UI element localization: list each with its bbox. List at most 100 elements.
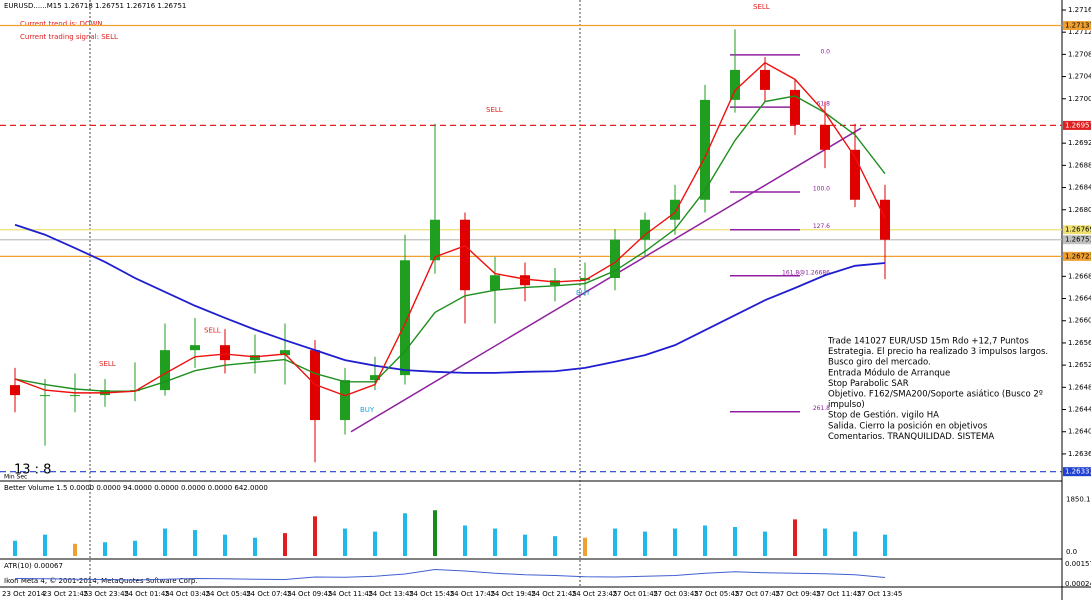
candle-body (520, 275, 530, 286)
fib-label: 261.8 (813, 405, 830, 412)
x-tick-label: 24 Oct 07:45 (246, 590, 292, 598)
note-line: Busco giro del mercado. (828, 358, 931, 368)
candle-body (370, 375, 380, 381)
moving-average (14, 95, 886, 392)
candle-body (820, 124, 830, 150)
note-line: Estrategia. El precio ha realizado 3 imp… (828, 347, 1048, 357)
volume-bar (703, 525, 707, 556)
volume-bar (463, 525, 467, 556)
candle-body (280, 350, 290, 356)
x-tick-label: 27 Oct 05:45 (694, 590, 740, 598)
price-level-box (1063, 251, 1091, 261)
price-level-label: 1.26751 (1065, 236, 1091, 244)
volume-bar (523, 534, 527, 556)
x-tick-label: 27 Oct 01:45 (613, 590, 659, 598)
candle-body (190, 345, 200, 351)
y-tick-label: 1.26485 (1068, 383, 1091, 391)
note-line: Stop de Gestión. vigilo HA (828, 410, 939, 421)
candle-body (340, 380, 350, 421)
price-level-box (1063, 467, 1091, 477)
x-tick-label: 24 Oct 19:45 (490, 590, 536, 598)
candle-body (880, 199, 890, 240)
volume-bar (823, 528, 827, 556)
volume-bar (493, 528, 497, 556)
candle-body (430, 219, 440, 261)
note-line: Objetivo. F162/SMA200/Soporte asiático (… (828, 390, 1043, 400)
volume-bar (793, 519, 797, 556)
signal-label: BUY (360, 406, 375, 414)
volume-bar (133, 540, 137, 556)
volume-bar (613, 528, 617, 556)
y-tick-label: 0.00024 (1065, 580, 1091, 588)
volume-bar (733, 527, 737, 556)
candle-body (220, 345, 230, 361)
volume-bar (643, 531, 647, 556)
candle-body (550, 280, 560, 286)
countdown: 13 : 8 (14, 463, 51, 478)
candle-body (640, 219, 650, 240)
y-tick-label: 1.26885 (1068, 161, 1091, 169)
x-tick-label: 24 Oct 15:45 (409, 590, 455, 598)
volume-bar (253, 537, 257, 556)
x-tick-label: 27 Oct 03:45 (653, 590, 699, 598)
signal-label: BUY (576, 289, 591, 297)
volume-title: Better Volume 1.5 0.0000 0.0000 94.0000 … (4, 484, 268, 492)
candle-body (160, 350, 170, 391)
y-tick-label: 1.26605 (1068, 317, 1091, 325)
x-tick-label: 24 Oct 01:45 (124, 590, 170, 598)
volume-bar (313, 516, 317, 556)
y-tick-label: 1.26805 (1068, 206, 1091, 214)
volume-bar (883, 534, 887, 556)
note-line: impulso) (828, 400, 865, 410)
volume-bar (73, 543, 77, 556)
candle-body (790, 89, 800, 125)
y-tick-label: 1850.1 (1066, 496, 1091, 504)
price-level-label: 1.27137 (1065, 22, 1091, 30)
x-tick-label: 24 Oct 11:45 (328, 590, 374, 598)
candle-body (670, 199, 680, 220)
candle-body (40, 395, 50, 397)
moving-average (14, 61, 886, 397)
candle-body (610, 239, 620, 279)
y-tick-label: 1.26565 (1068, 339, 1091, 347)
trend-status: Current trend is: DOWN (20, 20, 103, 28)
y-tick-label: 1.26405 (1068, 428, 1091, 436)
volume-bar (43, 534, 47, 556)
x-tick-label: 24 Oct 03:45 (165, 590, 211, 598)
moving-average (14, 223, 886, 374)
volume-bar (283, 533, 287, 556)
x-tick-label: 24 Oct 17:45 (450, 590, 496, 598)
x-tick-label: 24 Oct 09:45 (287, 590, 333, 598)
fib-label: 100.0 (813, 186, 830, 193)
note-line: Entrada Módulo de Arranque (828, 367, 950, 378)
volume-bar (403, 513, 407, 556)
x-tick-label: 24 Oct 21:45 (531, 590, 577, 598)
copyright: Ikon Meta 4, © 2001-2014, MetaQuotes Sof… (4, 577, 197, 585)
note-line: Salida. Cierro la posición en objetivos (828, 420, 988, 431)
candle-body (490, 275, 500, 291)
candle-body (400, 260, 410, 376)
volume-bar (853, 531, 857, 556)
y-tick-label: 1.27125 (1068, 28, 1091, 36)
x-tick-label: 27 Oct 13:45 (857, 590, 903, 598)
volume-bar (13, 540, 17, 556)
trendline (350, 127, 862, 433)
price-level-box (1063, 21, 1091, 31)
y-tick-label: 1.27045 (1068, 73, 1091, 81)
fib-label: 0.0 (820, 48, 830, 55)
price-level-label: 1.26769 (1065, 226, 1091, 234)
x-tick-label: 27 Oct 07:45 (735, 590, 781, 598)
candle-body (460, 219, 470, 291)
candle-body (250, 355, 260, 361)
candle-body (760, 69, 770, 90)
x-tick-label: 23 Oct 23:45 (83, 590, 129, 598)
candle-body (580, 278, 590, 281)
y-tick-label: 0.00157 (1065, 560, 1091, 568)
symbol-info: EURUSD......M15 1.26718 1.26751 1.26716 … (4, 2, 186, 10)
x-tick-label: 24 Oct 05:45 (206, 590, 252, 598)
volume-bar (223, 534, 227, 556)
